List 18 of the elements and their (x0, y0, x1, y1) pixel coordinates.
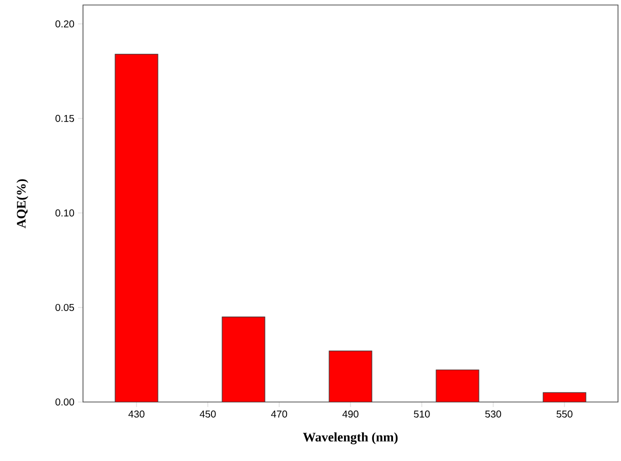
bar (114, 54, 158, 402)
y-tick-label: 0.05 (55, 304, 74, 311)
y-axis-title: AQE(%) (16, 179, 28, 228)
x-tick-label: 490 (342, 410, 358, 418)
x-axis-title: Wavelength (nm) (303, 432, 398, 444)
y-tick-label: 0.20 (55, 20, 74, 28)
bar (436, 370, 480, 402)
x-tick-label: 450 (200, 410, 216, 418)
bar (222, 316, 266, 402)
x-tick-label: 550 (556, 410, 572, 418)
y-tick-label: 0.10 (55, 209, 74, 216)
y-tick-label: 0.00 (55, 398, 74, 406)
y-tick-label: 0.15 (55, 114, 74, 122)
bar (328, 350, 372, 402)
x-tick-label: 510 (414, 410, 430, 418)
x-tick-label: 430 (128, 410, 144, 418)
x-tick-label: 530 (485, 410, 502, 418)
x-tick-label: 470 (271, 410, 288, 418)
